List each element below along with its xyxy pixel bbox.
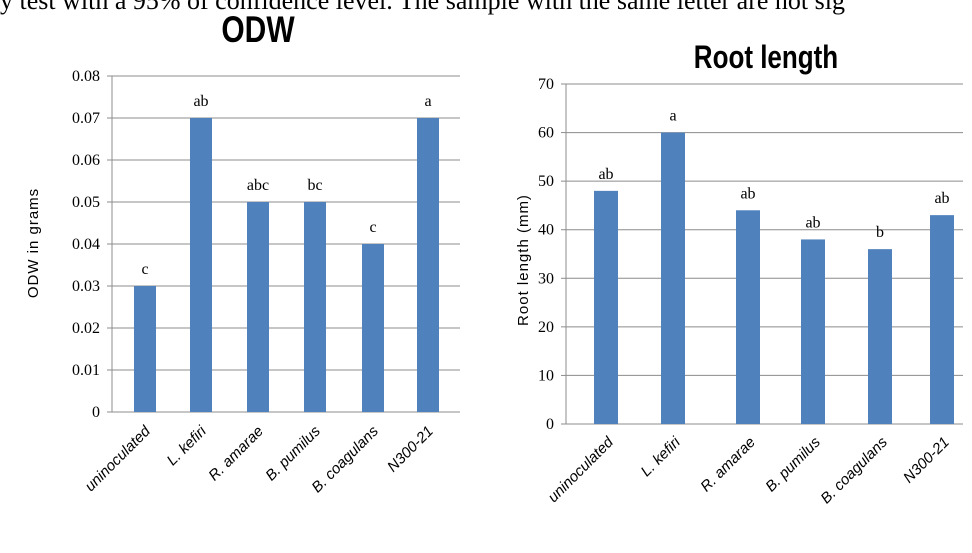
significance-label: a <box>424 93 431 110</box>
significance-label: ab <box>934 190 949 207</box>
x-tick-label: uninoculated <box>82 422 155 495</box>
bar <box>594 190 618 424</box>
y-tick-label: 0.06 <box>72 152 100 169</box>
y-tick-label: 60 <box>538 125 554 142</box>
x-tick-label: R. amarae <box>205 423 267 485</box>
significance-label: a <box>669 108 676 125</box>
y-axis-label: Root length (mm) <box>515 194 532 326</box>
y-tick-label: 30 <box>538 270 554 287</box>
significance-label: c <box>369 219 376 236</box>
y-tick-label: 0.04 <box>72 236 100 253</box>
x-tick-label: B. pumilus <box>762 433 824 495</box>
y-tick-label: 0.03 <box>72 278 100 295</box>
significance-label: bc <box>307 177 322 194</box>
y-tick-label: 0.05 <box>72 194 100 211</box>
significance-label: abc <box>247 177 269 194</box>
y-tick-label: 0.02 <box>72 320 100 337</box>
y-tick-label: 40 <box>538 222 554 239</box>
x-tick-label: N300-21 <box>384 423 437 476</box>
y-tick-label: 70 <box>538 76 554 93</box>
bar <box>304 202 326 412</box>
significance-label: c <box>141 261 148 278</box>
y-tick-label: 10 <box>538 367 554 384</box>
bar <box>801 239 825 424</box>
bar <box>247 202 269 412</box>
y-tick-label: 0.01 <box>72 362 100 379</box>
bar <box>868 249 892 424</box>
significance-label: b <box>876 224 884 241</box>
y-tick-label: 0 <box>546 416 554 433</box>
significance-label: ab <box>193 93 208 110</box>
x-tick-label: N300-21 <box>900 434 953 487</box>
y-tick-label: 0.08 <box>72 68 100 85</box>
cropped-caption-text: y test with a 95% of confidence level. T… <box>0 0 845 15</box>
x-tick-label: B. pumilus <box>262 422 324 484</box>
bar <box>134 286 156 412</box>
x-tick-label: R. amarae <box>697 434 759 496</box>
chart-title: Root length <box>694 39 838 75</box>
x-tick-label: uninoculated <box>545 433 618 506</box>
y-axis-label: ODW in grams <box>25 188 42 298</box>
bar <box>930 215 954 424</box>
bar <box>362 244 384 412</box>
bar <box>736 210 760 424</box>
bar <box>661 132 685 425</box>
chart-title: ODW <box>221 9 294 51</box>
y-tick-label: 20 <box>538 319 554 336</box>
x-tick-label: L. kefiri <box>638 433 685 480</box>
x-tick-label: L. kefiri <box>164 422 211 469</box>
bar <box>417 118 439 412</box>
y-tick-label: 50 <box>538 173 554 190</box>
y-tick-label: 0 <box>92 404 100 421</box>
bar <box>190 118 212 412</box>
significance-label: ab <box>740 185 755 202</box>
x-tick-label: B. coagulans <box>817 433 891 507</box>
significance-label: ab <box>598 166 613 183</box>
significance-label: ab <box>805 214 820 231</box>
y-tick-label: 0.07 <box>72 110 100 127</box>
